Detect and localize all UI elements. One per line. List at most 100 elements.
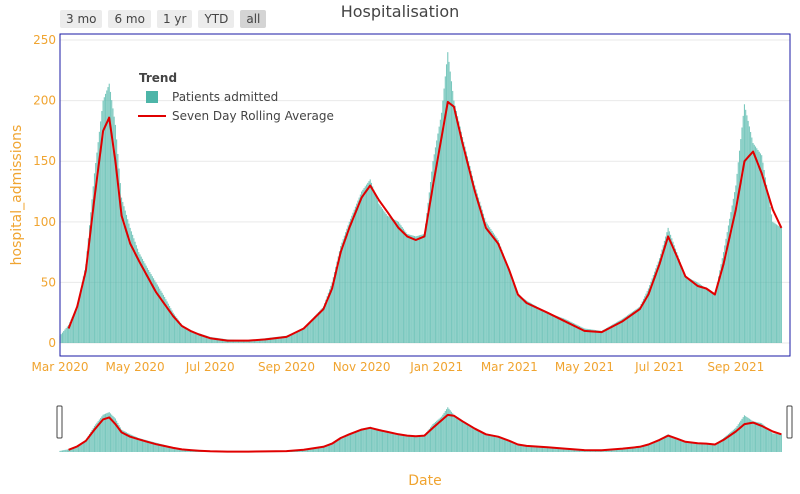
- patients-admitted-bar: [682, 269, 684, 343]
- patients-admitted-bar: [122, 201, 124, 343]
- range-slider-bar: [409, 435, 411, 452]
- patients-admitted-bar: [187, 329, 189, 343]
- patients-admitted-bar: [444, 76, 446, 343]
- patients-admitted-bar: [375, 196, 377, 343]
- patients-admitted-bar: [574, 323, 576, 343]
- range-slider-bar: [649, 443, 651, 452]
- patients-admitted-bar: [208, 336, 210, 343]
- range-slider-bar: [466, 423, 469, 452]
- patients-admitted-bar: [413, 236, 416, 343]
- patients-admitted-bar: [764, 177, 766, 343]
- range-slider-bar: [170, 446, 172, 452]
- patients-admitted-bar: [321, 308, 323, 343]
- patients-admitted-bar: [778, 226, 780, 343]
- range-slider-bar: [571, 448, 573, 452]
- range-slider-bar: [343, 435, 345, 452]
- range-slider-bar: [461, 420, 464, 452]
- patients-admitted-bar: [144, 263, 146, 343]
- range-slider-bar: [628, 447, 630, 452]
- patients-admitted-bar: [447, 52, 449, 343]
- patients-admitted-bar: [209, 336, 211, 343]
- range-slider-bar: [127, 432, 129, 452]
- patients-admitted-bar: [373, 189, 375, 343]
- range-slider-bar: [338, 437, 340, 452]
- range-slider-bar: [709, 444, 711, 452]
- range-slider-right-handle[interactable]: [786, 405, 793, 439]
- range-slider-bar: [741, 418, 743, 452]
- patients-admitted-bar: [416, 236, 418, 343]
- range-slider-bar: [625, 447, 627, 452]
- range-slider-bar: [505, 439, 507, 452]
- range-slider-bar: [104, 413, 107, 452]
- patients-admitted-bar: [271, 337, 273, 343]
- range-3mo-button[interactable]: 3 mo: [60, 10, 103, 28]
- patients-admitted-bar: [109, 91, 112, 343]
- range-slider-bar: [97, 421, 99, 452]
- range-slider-bar: [500, 437, 502, 452]
- range-slider-bar: [311, 448, 313, 452]
- range-slider-bar: [502, 438, 504, 452]
- patients-admitted-bar: [475, 189, 477, 343]
- range-slider-bar: [676, 438, 678, 452]
- patients-admitted-bar: [194, 332, 196, 343]
- range-6mo-button[interactable]: 6 mo: [108, 10, 151, 28]
- range-slider-bar: [301, 449, 304, 452]
- range-slider-bar: [544, 447, 546, 452]
- patients-admitted-bar: [740, 139, 742, 343]
- range-slider-bar: [148, 440, 150, 452]
- range-slider[interactable]: [56, 405, 793, 453]
- range-slider-bar: [85, 439, 87, 452]
- range-slider-bar: [737, 424, 739, 452]
- range-slider-bar: [165, 445, 167, 452]
- range-slider-bar: [710, 444, 712, 452]
- patients-admitted-bar: [399, 223, 401, 343]
- patients-admitted-bar: [315, 314, 317, 343]
- patients-admitted-bar: [565, 319, 567, 343]
- patients-admitted-bar: [624, 317, 626, 343]
- range-slider-bar: [64, 449, 66, 452]
- legend-bar-swatch[interactable]: [146, 91, 158, 103]
- patients-admitted-bar: [185, 327, 187, 343]
- range-slider-bar: [341, 436, 343, 452]
- patients-admitted-bar: [310, 320, 312, 343]
- patients-admitted-bar: [269, 337, 272, 343]
- patients-admitted-bar: [540, 309, 542, 343]
- range-1yr-button[interactable]: 1 yr: [156, 10, 193, 28]
- range-slider-bar: [140, 438, 142, 452]
- range-slider-bar: [738, 422, 741, 452]
- patients-admitted-bar: [341, 242, 343, 343]
- range-slider-left-handle[interactable]: [56, 405, 63, 439]
- range-slider-bar: [100, 417, 102, 452]
- range-slider-bar: [132, 435, 134, 452]
- legend-item-patients[interactable]: Patients admitted: [172, 90, 278, 104]
- patients-admitted-bar: [527, 301, 529, 343]
- range-slider-bar: [539, 446, 541, 452]
- patients-admitted-bar: [716, 282, 718, 343]
- range-slider-bar: [133, 435, 135, 452]
- range-slider-bar: [331, 442, 333, 452]
- range-slider-bar: [327, 444, 329, 452]
- range-slider-bar: [718, 441, 720, 452]
- patients-admitted-bar: [378, 203, 380, 343]
- range-slider-bar: [450, 411, 453, 452]
- patients-admitted-bar: [186, 328, 188, 343]
- range-slider-bar: [308, 448, 310, 452]
- range-slider-bar: [365, 427, 368, 452]
- patients-admitted-bar: [772, 221, 774, 343]
- patients-admitted-bar: [425, 223, 427, 343]
- range-ytd-button[interactable]: YTD: [198, 10, 235, 28]
- patients-admitted-bar: [165, 299, 167, 343]
- patients-admitted-bar: [453, 100, 455, 343]
- patients-admitted-bar: [274, 337, 276, 343]
- patients-admitted-bar: [660, 253, 662, 343]
- range-all-button[interactable]: all: [240, 10, 267, 28]
- range-slider-bar: [134, 436, 136, 452]
- range-slider-bar: [745, 416, 747, 452]
- range-slider-bar: [757, 422, 759, 452]
- range-slider-bar: [569, 448, 571, 452]
- range-slider-bar: [91, 429, 93, 452]
- patients-admitted-bar: [135, 245, 137, 343]
- legend-item-rolling-average[interactable]: Seven Day Rolling Average: [172, 109, 334, 123]
- range-slider-bar: [405, 434, 407, 452]
- patients-admitted-bar: [551, 314, 553, 343]
